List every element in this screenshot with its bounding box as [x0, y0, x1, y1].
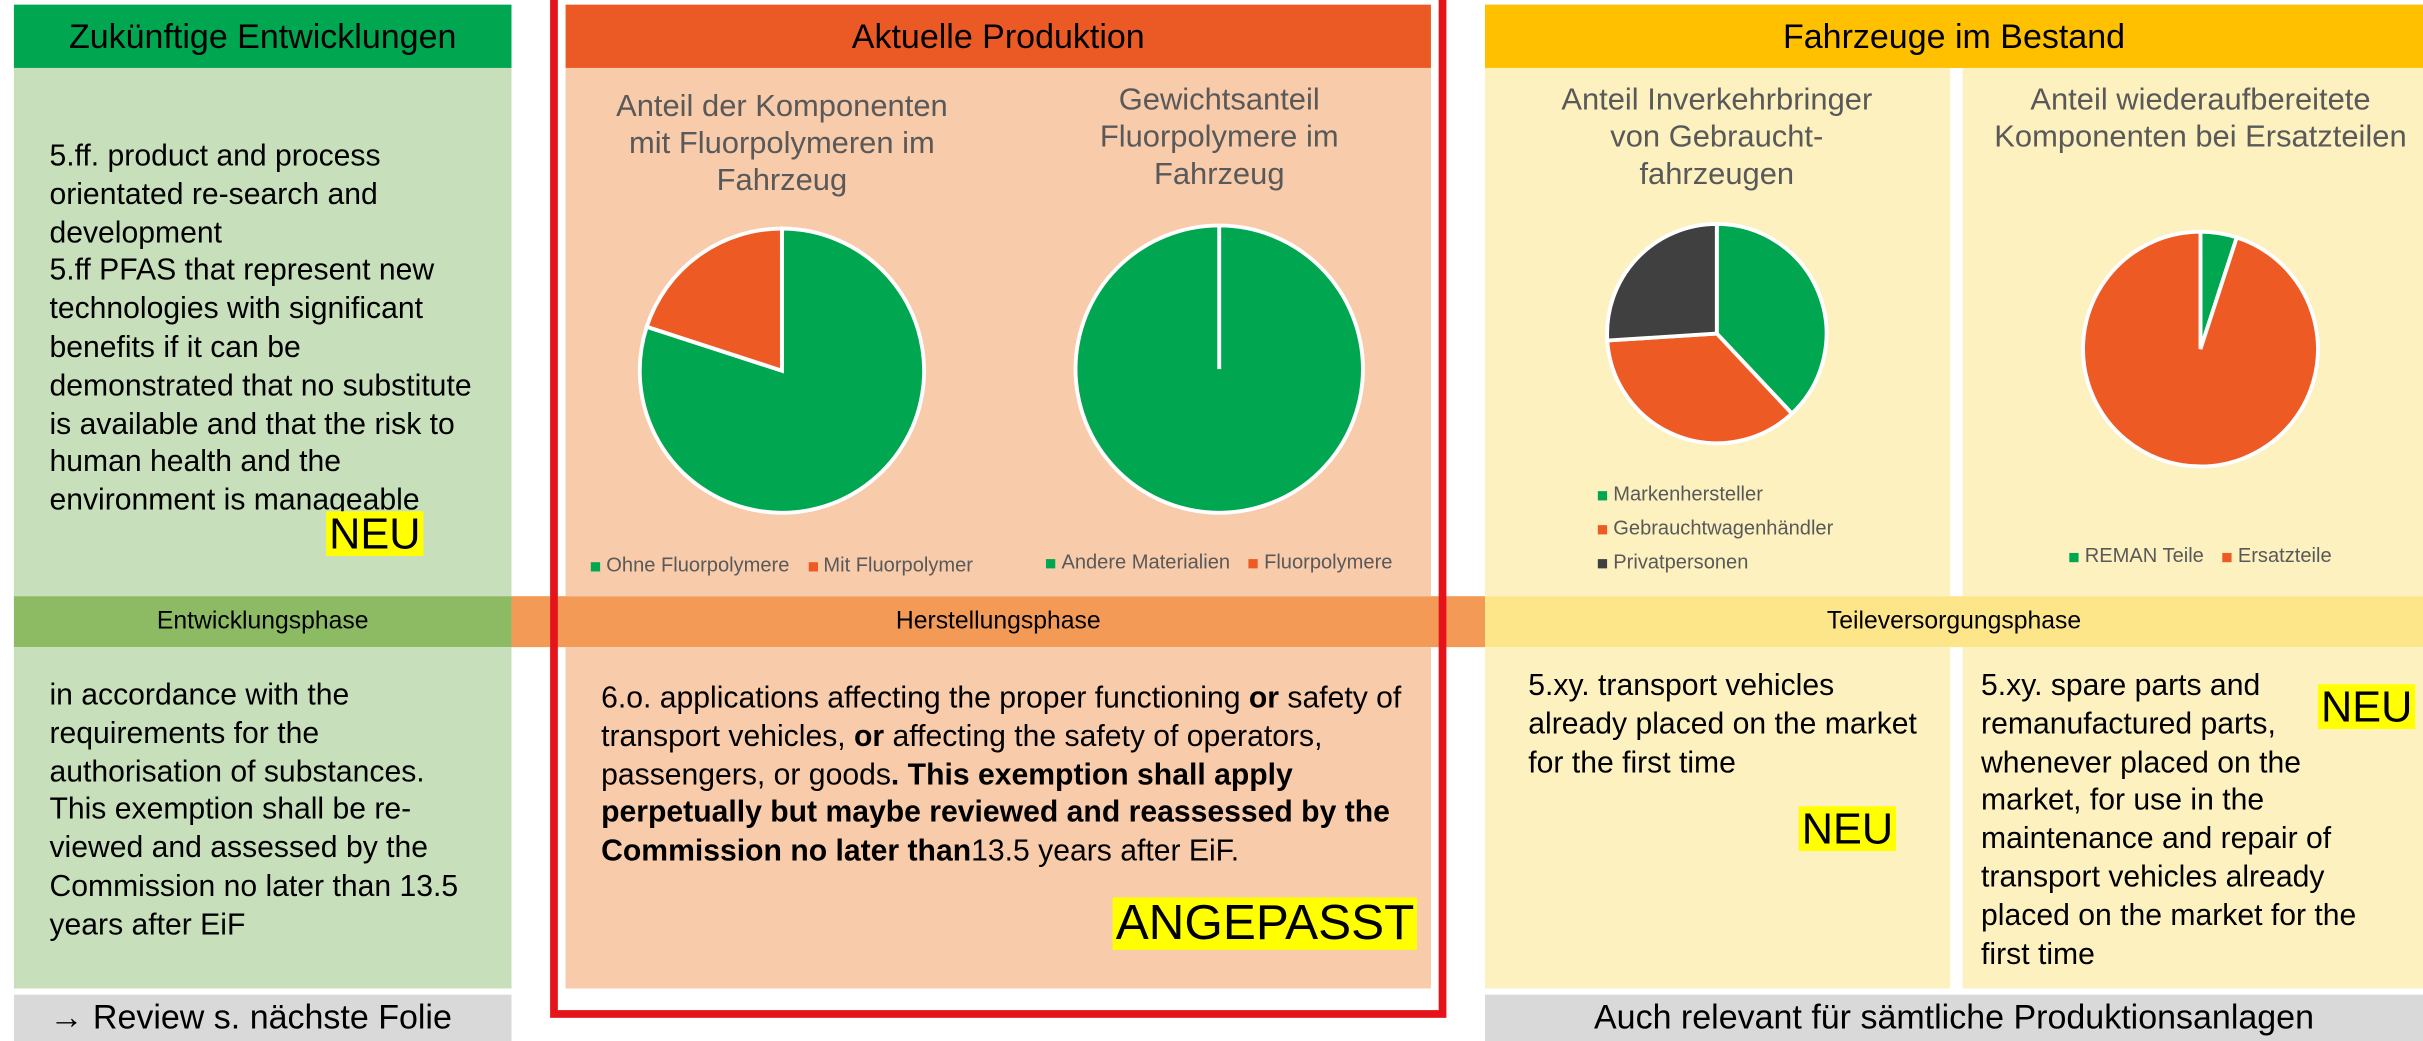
legend-item: Andere Materialien — [1045, 549, 1231, 574]
legend-label: Gebrauchtwagenhändler — [1613, 515, 1834, 540]
text-run: 6.o. applications affecting the proper f… — [601, 681, 1249, 716]
middle-lower-text: 6.o. applications affecting the proper f… — [601, 680, 1405, 871]
pie-slice — [2081, 229, 2320, 469]
legend: REMAN Teile Ersatzteile — [2069, 543, 2332, 567]
text-run: safety of transport vehicles, — [601, 681, 1402, 754]
pie — [1073, 223, 1365, 515]
badge: ANGEPASST — [1112, 896, 1418, 950]
phase-label: Teileversorgungsphase — [1485, 596, 2423, 648]
legend-swatch — [807, 561, 818, 571]
text-run: or — [854, 719, 885, 754]
legend-item: Ersatzteile — [2222, 543, 2332, 567]
chart-title: Anteil Inverkehrbringer von Gebraucht-fa… — [1561, 83, 1873, 192]
legend-label: Ersatzteile — [2237, 543, 2332, 567]
legend-label: Mit Fluorpolymer — [823, 552, 973, 577]
right-header: Fahrzeuge im Bestand — [1485, 4, 2423, 68]
legend-item: Gebrauchtwagenhändler — [1597, 515, 1834, 540]
badge: NEU — [2317, 684, 2416, 730]
text-run: affecting the safety of operators, passe… — [601, 719, 1323, 792]
text-run: 13.5 years after EiF. — [971, 834, 1240, 869]
legend-swatch — [1045, 558, 1056, 568]
pie-slice — [644, 226, 784, 374]
legend-swatch — [1597, 558, 1608, 568]
legend-swatch — [1597, 490, 1608, 500]
legend-item: Privatpersonen — [1597, 549, 1833, 574]
left-text: 5.ff. product and process orientated re-… — [49, 137, 489, 520]
phase-label: Herstellungsphase — [895, 608, 1101, 635]
pie-slice — [1605, 222, 1719, 343]
legend-swatch — [1248, 558, 1258, 568]
paragraph: 5.ff PFAS that represent new technologie… — [49, 253, 472, 518]
highlight-frame — [550, 0, 1447, 1018]
pie — [2081, 229, 2320, 469]
chart-title: Anteil wiederaufbereitete Komponenten be… — [1994, 83, 2407, 155]
right-lower-text: 5.xy. spare parts and remanufactured par… — [1981, 668, 2357, 971]
legend-item: Markenhersteller — [1597, 481, 1833, 506]
legend-label: Andere Materialien — [1061, 549, 1231, 574]
footer: → Review s. nächste Folie — [13, 994, 512, 1041]
legend-swatch — [1597, 524, 1608, 534]
legend-item: Mit Fluorpolymer — [807, 552, 973, 577]
legend: Markenhersteller Gebrauchtwagenhändler Pri… — [1597, 481, 1834, 574]
pie-slice — [1714, 222, 1829, 417]
legend: Ohne Fluorpolymere Mit Fluorpolymer — [590, 552, 973, 577]
legend-label: Fluorpolymere — [1264, 549, 1393, 574]
badge: NEU — [326, 511, 424, 557]
legend-item: REMAN Teile — [2069, 544, 2204, 567]
legend-swatch — [590, 561, 601, 571]
left-lower-text: in accordance with the requirements for … — [49, 678, 459, 942]
left-lower-panel — [13, 647, 512, 989]
legend-swatch — [2069, 552, 2079, 562]
phase-band — [511, 596, 1486, 648]
chart-title: Gewichtsanteil Fluorpolymere im Fahrzeug — [1099, 83, 1339, 192]
left-header: Zukünftige Entwicklungen — [13, 4, 512, 68]
footer: Auch relevant für sämtliche Produktionsa… — [1485, 994, 2423, 1041]
badge: NEU — [1798, 806, 1897, 852]
text-run: or — [1248, 681, 1280, 716]
phase-label: Entwicklungsphase — [13, 596, 512, 648]
legend-item: Fluorpolymere — [1248, 549, 1393, 574]
pie — [1605, 222, 1829, 446]
paragraph: 5.ff. product and process orientated re-… — [49, 139, 381, 250]
legend-label: Privatpersonen — [1613, 549, 1749, 574]
middle-header: Aktuelle Produktion — [565, 4, 1431, 68]
legend-label: REMAN Teile — [2084, 543, 2204, 567]
pie — [637, 226, 926, 515]
legend-item: Ohne Fluorpolymere — [590, 552, 790, 577]
right-lower-text: 5.xy. transport vehicles already placed … — [1528, 668, 1917, 780]
chart-title: Anteil der Komponenten mit Fluorpolymere… — [616, 89, 948, 198]
pie-slice — [1605, 331, 1795, 446]
legend-label: Markenhersteller — [1613, 481, 1763, 506]
text-run: . This exemption shall apply perpetually… — [601, 757, 1390, 869]
legend-label: Ohne Fluorpolymere — [606, 552, 790, 577]
left-panel — [13, 67, 512, 597]
legend: Andere Materialien Fluorpolymere — [1045, 549, 1393, 574]
legend-swatch — [2222, 552, 2232, 562]
